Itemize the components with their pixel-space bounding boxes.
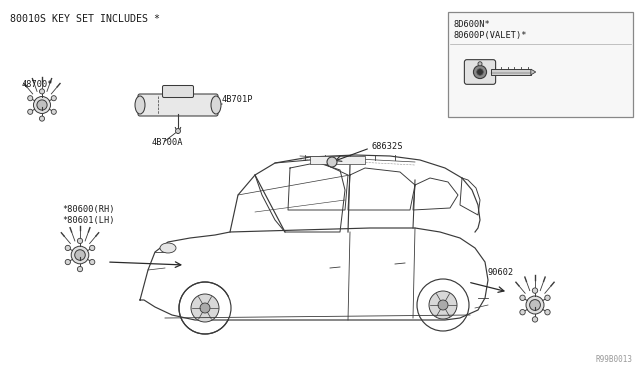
Circle shape <box>28 109 33 114</box>
Circle shape <box>65 259 70 265</box>
Ellipse shape <box>211 96 221 114</box>
Circle shape <box>40 116 45 121</box>
Text: *80601(LH): *80601(LH) <box>62 216 115 225</box>
FancyBboxPatch shape <box>465 60 495 84</box>
Ellipse shape <box>135 96 145 114</box>
Bar <box>310 156 365 164</box>
Circle shape <box>327 157 337 167</box>
Text: 4B701P: 4B701P <box>222 94 253 103</box>
Circle shape <box>191 294 219 322</box>
Circle shape <box>520 310 525 315</box>
Circle shape <box>478 62 482 66</box>
Text: 4B700A: 4B700A <box>152 138 184 147</box>
Circle shape <box>90 245 95 251</box>
Ellipse shape <box>160 243 176 253</box>
Circle shape <box>51 96 56 101</box>
Circle shape <box>417 279 469 331</box>
Text: *80600(RH): *80600(RH) <box>62 205 115 214</box>
Text: 80600P(VALET)*: 80600P(VALET)* <box>454 31 527 40</box>
Circle shape <box>474 65 486 78</box>
Circle shape <box>71 246 89 264</box>
Circle shape <box>37 100 47 110</box>
Circle shape <box>200 303 210 313</box>
Circle shape <box>28 96 33 101</box>
Circle shape <box>545 295 550 301</box>
Text: 90602: 90602 <box>488 268 515 277</box>
Circle shape <box>532 288 538 293</box>
Circle shape <box>90 259 95 265</box>
Circle shape <box>520 295 525 301</box>
Text: 80010S KEY SET INCLUDES *: 80010S KEY SET INCLUDES * <box>10 14 160 24</box>
Circle shape <box>33 96 51 113</box>
FancyBboxPatch shape <box>138 94 218 116</box>
Text: 48700*: 48700* <box>22 80 54 89</box>
Circle shape <box>532 317 538 322</box>
Circle shape <box>530 299 540 310</box>
Circle shape <box>477 69 483 75</box>
Circle shape <box>75 250 85 260</box>
Bar <box>448 12 633 117</box>
Text: 8D600N*: 8D600N* <box>454 20 491 29</box>
Polygon shape <box>531 69 536 75</box>
Text: 68632S: 68632S <box>372 142 403 151</box>
Text: R99B0013: R99B0013 <box>595 355 632 364</box>
Circle shape <box>65 245 70 251</box>
Circle shape <box>526 296 544 314</box>
Bar <box>492 69 531 75</box>
Circle shape <box>179 282 231 334</box>
FancyBboxPatch shape <box>163 86 193 97</box>
Circle shape <box>438 300 448 310</box>
Circle shape <box>40 89 45 94</box>
Circle shape <box>429 291 457 319</box>
Circle shape <box>77 238 83 244</box>
Circle shape <box>51 109 56 114</box>
Circle shape <box>175 128 180 134</box>
Circle shape <box>545 310 550 315</box>
Circle shape <box>77 266 83 272</box>
